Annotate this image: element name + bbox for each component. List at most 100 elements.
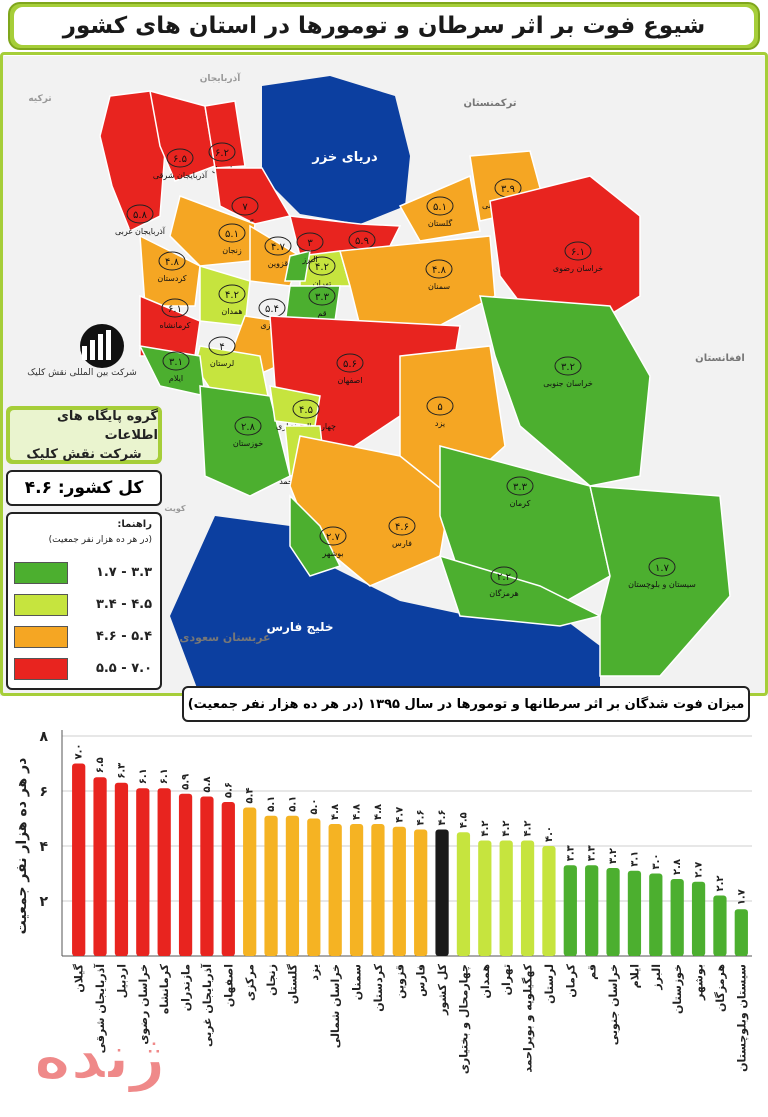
x-tick-label: البرز	[650, 964, 663, 991]
map-province-value: ۳.۳	[315, 292, 330, 303]
map-province-shape	[289, 215, 402, 257]
map-province-value: ۲.۸	[241, 422, 256, 433]
legend-label: ۳.۴ - ۴.۵	[95, 597, 152, 612]
legend-title: راهنما:	[117, 519, 152, 530]
bar-value-label: ۲.۲	[715, 875, 726, 891]
y-tick-label: ۸	[39, 729, 48, 745]
map-province-value-circle	[336, 353, 364, 373]
map-label-saudi: عربستان سعودی	[179, 631, 270, 644]
x-tick-label: زنجان	[265, 964, 278, 996]
bar	[285, 815, 300, 956]
map-province: ۴.۲ همدان	[199, 264, 251, 327]
x-tick-label: مازندران	[180, 964, 193, 1011]
legend-item: ۵.۵ - ۷.۰	[14, 658, 156, 680]
bar	[520, 840, 535, 956]
map-province-value: ۶.۱	[571, 247, 585, 258]
map-province: ۲.۸ خوزستان	[199, 385, 291, 497]
x-tick-label: مرکزی	[244, 964, 257, 1001]
map-province: ۳.۱ ایلام	[138, 345, 206, 397]
bar	[157, 788, 171, 956]
x-tick-label: چهارمحال و بختیاری	[457, 964, 470, 1074]
bar-value-label: ۲.۸	[672, 859, 683, 875]
map-province-value-circle	[490, 566, 518, 586]
x-tick-label: کرمانشاه	[158, 963, 171, 1014]
bar	[563, 865, 577, 956]
source-box: گروه پایگاه های اطلاعات شرکت نقش کلیک	[6, 406, 162, 464]
x-tick-label: هرمزگان	[714, 964, 727, 1012]
map-province-value: ۴.۲	[225, 290, 239, 301]
map-province: ۶.۵ آذربایجان شرقی	[149, 89, 216, 182]
x-tick-label: قم	[586, 964, 599, 980]
map-province-name: هرمزگان	[489, 588, 518, 598]
x-tick-label: تهران	[500, 964, 513, 995]
map-province-value: ۶.۵	[173, 154, 187, 165]
map-province-value: ۴	[219, 342, 224, 353]
map-province-value: ۴.۸	[432, 265, 447, 276]
bar	[414, 829, 428, 956]
map-province-value: ۵.۴	[265, 304, 279, 315]
map-province-shape	[169, 195, 256, 267]
bar	[243, 807, 257, 956]
map-label-turkmenistan: ترکمنستان	[463, 98, 516, 109]
map-province-value: ۴.۸	[165, 257, 180, 268]
bar-value-label: ۳.۳	[587, 845, 598, 861]
map-province-value-circle	[208, 336, 236, 356]
y-tick-label: ۶	[39, 784, 48, 800]
bar	[627, 870, 642, 956]
map-province-name: آذربایجان غربی	[115, 226, 166, 236]
map-province-name: فارس	[392, 539, 412, 548]
x-tick-label: گلستان	[286, 963, 299, 1004]
logo-caption: شرکت بین المللی نقش کلیک	[27, 368, 137, 378]
y-tick-label: ۴	[39, 839, 48, 855]
map-province-name: قم	[317, 309, 326, 318]
map-province-name: همدان	[221, 307, 242, 316]
bar-value-label: ۴.۶	[416, 809, 427, 825]
bar	[542, 846, 556, 956]
bar-value-label: ۴.۲	[523, 820, 534, 836]
map-province: ۴.۸ کردستان	[139, 234, 201, 307]
map-province-value-circle	[648, 557, 676, 577]
bar	[72, 763, 86, 956]
map-province-shape	[438, 554, 603, 627]
map-province-value-circle	[308, 256, 336, 276]
bar-value-label: ۴.۸	[373, 804, 384, 820]
map-label-gulf: خلیج فارس	[266, 620, 333, 634]
bar-value-label: ۴.۰	[544, 826, 555, 842]
map-province-value: ۴.۶	[395, 522, 409, 533]
map-province-value: ۵.۱	[225, 229, 239, 240]
page-title: شیوع فوت بر اثر سرطان و تومورها در استان…	[62, 13, 706, 39]
x-tick-label: ایلام	[628, 964, 641, 988]
map-province: ۶.۱ خراسان رضوی	[489, 175, 641, 322]
map-province-name: اصفهان	[337, 376, 362, 385]
x-tick-label: لرستان	[543, 964, 556, 1004]
bar-value-label: ۵.۱	[266, 796, 277, 812]
map-province-name: خراسان رضوی	[553, 264, 603, 273]
bar	[307, 818, 321, 956]
bar	[691, 881, 706, 956]
map-label-turkey: ترکیه	[28, 94, 51, 104]
map-province-name: کرمانشاه	[160, 321, 191, 330]
legend: راهنما: (در هر ده هزار نفر جمعیت) ۱.۷ - …	[6, 512, 162, 690]
x-tick-label: اصفهان	[222, 964, 235, 1007]
x-tick-label: گیلان	[73, 963, 86, 992]
map-province-value: ۳.۲	[561, 362, 575, 373]
bar-value-label: ۳.۱	[629, 851, 640, 867]
bar-value-label: ۳.۳	[565, 845, 576, 861]
legend-item: ۴.۶ - ۵.۴	[14, 626, 156, 648]
map-province: ۳ البرز	[284, 232, 324, 282]
y-tick-label: ۲	[39, 894, 48, 910]
map-province-value-circle	[158, 251, 186, 271]
map-province-value: ۳.۱	[169, 357, 183, 368]
watermark: ژنده	[33, 1019, 166, 1094]
map-province-value: ۶.۲	[215, 148, 229, 159]
map-province-shape	[398, 174, 481, 242]
bar	[136, 788, 150, 956]
map-province-value: ۴.۲	[315, 262, 329, 273]
map-province: ۵.۱ زنجان	[169, 195, 256, 267]
map-province-name: البرز	[301, 255, 317, 264]
bar	[499, 840, 513, 956]
map-province-value: ۳.۹	[501, 184, 515, 195]
legend-subtitle: (در هر ده هزار نفر جمعیت)	[48, 535, 152, 545]
map-province-value: ۶.۱	[168, 304, 182, 315]
x-tick-label: خراسان شمالی	[329, 964, 342, 1048]
